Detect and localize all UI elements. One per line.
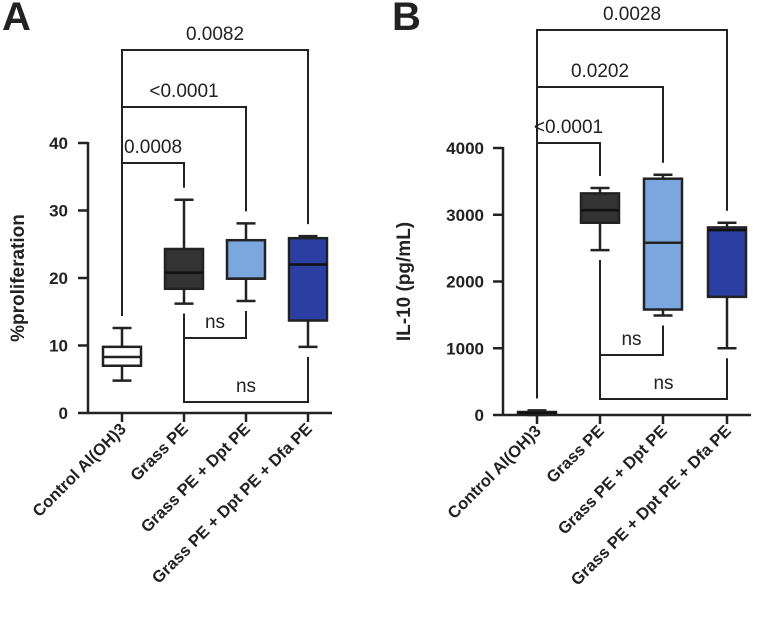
box-body (706, 226, 748, 299)
ns-label: ns (205, 312, 225, 333)
panel-label-a: A (2, 0, 31, 39)
ns-label: ns (653, 373, 673, 394)
p-value-label: 0.0028 (603, 4, 661, 25)
box-1 (101, 326, 143, 382)
y-tick-label: 3000 (446, 206, 484, 225)
bracket-line (121, 162, 185, 316)
box-2 (163, 198, 205, 305)
box-body (579, 192, 621, 225)
box-3 (225, 222, 267, 303)
comparison-bracket: 0.0082 (121, 24, 309, 316)
category-label: Grass PE (543, 422, 608, 487)
category-label: Control Al(OH)3 (29, 420, 129, 520)
panel-label-b: B (392, 0, 421, 39)
box-body (163, 247, 205, 291)
comparison-bracket: <0.0001 (534, 117, 603, 399)
p-value-label: 0.0008 (124, 137, 182, 158)
box-body (287, 236, 329, 322)
category-label: Control Al(OH)3 (444, 422, 544, 522)
y-axis-label: IL-10 (pg/mL) (394, 222, 415, 341)
comparison-bracket: ns (183, 310, 247, 339)
ns-label: ns (236, 376, 256, 397)
box-1 (516, 409, 558, 417)
y-tick-label: 1000 (446, 339, 484, 358)
p-value-label: <0.0001 (149, 81, 218, 102)
box-4 (287, 234, 329, 349)
y-tick-label: 40 (49, 134, 68, 153)
box-2 (579, 186, 621, 252)
y-tick-label: 0 (59, 404, 68, 423)
bracket-line (536, 142, 601, 399)
box-body (225, 238, 267, 280)
ns-label: ns (621, 329, 641, 350)
y-tick-label: 20 (49, 269, 68, 288)
comparison-bracket: 0.0028 (536, 4, 728, 399)
y-tick-label: 0 (475, 406, 484, 425)
category-label: Grass PE (127, 420, 192, 485)
panel-a: A 0 10 20 30 40 %proliferation Control Al(OH)3… (2, 0, 332, 587)
y-tick-label: 2000 (446, 273, 484, 292)
y-tick-label: 4000 (446, 139, 484, 158)
bracket-line (599, 260, 728, 400)
p-value-label: 0.0082 (186, 24, 244, 45)
p-value-label: <0.0001 (534, 117, 603, 138)
y-tick-label: 30 (49, 202, 68, 221)
box-body (642, 177, 684, 311)
p-value-label: 0.0202 (571, 61, 629, 82)
bracket-line (536, 29, 728, 399)
category-label: Grass PE + Dpt PE (138, 420, 254, 536)
box-4 (706, 221, 748, 350)
panel-b: B 0 1000 2000 3000 4000 IL-10 (pg/mL) Control … (392, 0, 751, 589)
y-tick-label: 10 (49, 337, 68, 356)
box-3 (642, 173, 684, 317)
category-label: Grass PE + Dpt PE (555, 422, 671, 538)
comparison-bracket: ns (183, 313, 309, 403)
comparison-bracket: ns (599, 260, 728, 400)
y-axis-label: %proliferation (8, 214, 29, 342)
bracket-line (183, 313, 309, 403)
bracket-line (121, 49, 309, 316)
